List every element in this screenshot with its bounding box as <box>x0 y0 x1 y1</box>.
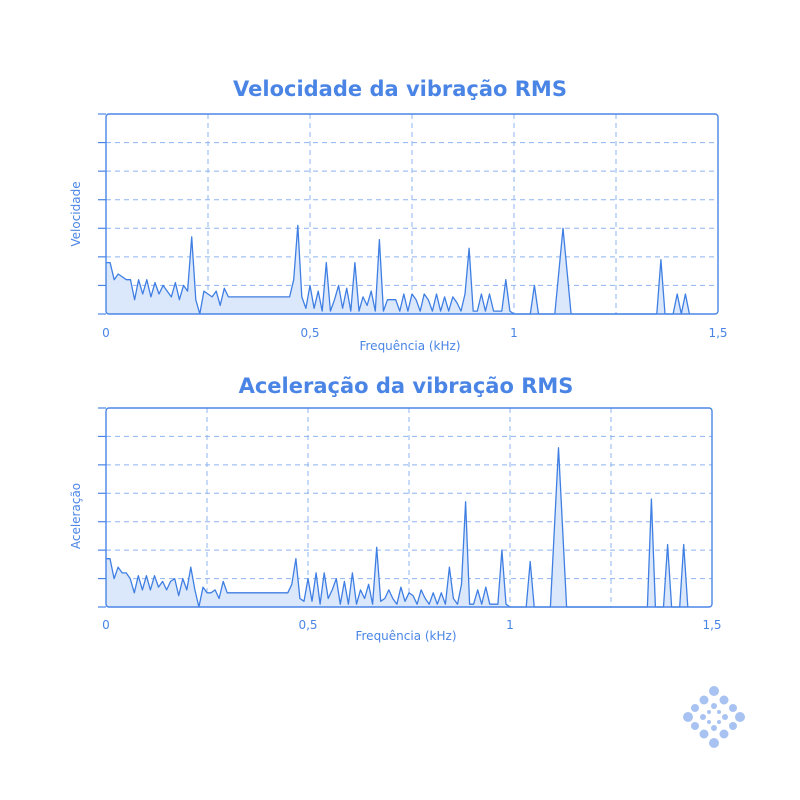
logo-dot <box>699 695 709 705</box>
logo-dot <box>700 714 706 720</box>
series <box>106 447 689 608</box>
y-ticks <box>98 113 106 315</box>
x-tick-labels: 0 0,5 1 1,5 <box>102 326 727 340</box>
logo-dot <box>683 712 693 722</box>
logo-dot <box>711 725 717 731</box>
x-tick-label: 0,5 <box>300 326 319 340</box>
x-tick-label: 0 <box>102 618 110 632</box>
y-axis-label: Velocidade <box>69 181 83 246</box>
logo-dot <box>729 722 737 730</box>
y-ticks <box>98 407 106 608</box>
logo-dot <box>717 710 721 714</box>
series <box>106 224 691 315</box>
logo-dot <box>709 686 719 696</box>
logo-dot <box>717 720 721 724</box>
logo-dot <box>711 703 717 709</box>
grid <box>106 408 712 607</box>
logo-dot <box>722 714 728 720</box>
logo-dot <box>691 722 699 730</box>
velocity-chart: Velocidade da vibração RMS 0 0,5 1 1,5 Freq… <box>69 77 728 353</box>
series-area <box>106 447 688 607</box>
plot-frame <box>105 407 713 608</box>
x-tick-label: 1 <box>510 326 518 340</box>
x-tick-labels: 0 0,5 1 1,5 <box>102 618 721 632</box>
x-tick-label: 1 <box>506 618 514 632</box>
grid <box>106 114 718 314</box>
chart-title: Velocidade da vibração RMS <box>233 77 567 101</box>
series-area <box>106 225 690 314</box>
logo-dot <box>691 704 699 712</box>
x-axis-label: Frequência (kHz) <box>355 629 456 643</box>
logo-dot <box>707 710 711 714</box>
logo-icon <box>683 686 745 748</box>
logo-dot <box>719 729 729 739</box>
x-axis-label: Frequência (kHz) <box>359 339 460 353</box>
logo-dot <box>729 704 737 712</box>
x-tick-label: 1,5 <box>702 618 721 632</box>
logo-dot <box>707 720 711 724</box>
logo-dot <box>735 712 745 722</box>
chart-title: Aceleração da vibração RMS <box>239 374 574 398</box>
x-tick-label: 0 <box>102 326 110 340</box>
acceleration-chart: Aceleração da vibração RMS 0 0,5 1 1,5 Freq… <box>69 374 722 643</box>
logo-dot <box>709 738 719 748</box>
plot-frame <box>105 113 719 315</box>
y-axis-label: Aceleração <box>69 483 83 549</box>
logo-dot <box>699 729 709 739</box>
series-line <box>106 447 689 608</box>
x-tick-label: 1,5 <box>708 326 727 340</box>
series-line <box>106 224 691 315</box>
logo-dot <box>719 695 729 705</box>
x-tick-label: 0,5 <box>298 618 317 632</box>
